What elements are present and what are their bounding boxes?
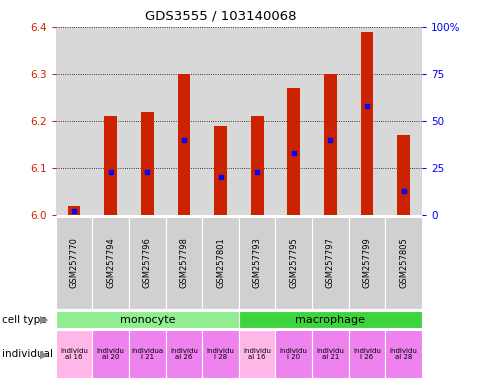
Bar	[239, 330, 275, 378]
Text: individu
al 28: individu al 28	[389, 348, 417, 361]
Text: GDS3555 / 103140068: GDS3555 / 103140068	[145, 10, 296, 23]
Text: individu
l 26: individu l 26	[352, 348, 380, 361]
Text: ▶: ▶	[40, 314, 49, 325]
Text: individu
al 16: individu al 16	[243, 348, 271, 361]
Text: monocyte: monocyte	[120, 314, 175, 325]
Text: GSM257798: GSM257798	[179, 238, 188, 288]
Bar	[177, 74, 190, 215]
Text: individu
l 20: individu l 20	[279, 348, 307, 361]
Text: individu
al 26: individu al 26	[170, 348, 197, 361]
Bar	[129, 217, 166, 309]
Bar	[92, 217, 129, 309]
Bar	[312, 330, 348, 378]
Bar	[56, 217, 92, 309]
Bar	[275, 217, 312, 309]
Bar	[214, 126, 227, 215]
Bar	[239, 217, 275, 309]
Bar	[141, 112, 153, 215]
Text: cell type: cell type	[2, 314, 47, 325]
Bar	[68, 206, 80, 215]
Bar	[275, 330, 312, 378]
Text: GSM257796: GSM257796	[142, 238, 151, 288]
Bar	[129, 330, 166, 378]
Bar	[287, 88, 300, 215]
Bar	[312, 217, 348, 309]
Bar	[166, 217, 202, 309]
Text: individu
l 28: individu l 28	[206, 348, 234, 361]
Text: GSM257797: GSM257797	[325, 238, 334, 288]
Text: GSM257795: GSM257795	[288, 238, 298, 288]
Text: individu
al 20: individu al 20	[97, 348, 124, 361]
Bar	[56, 330, 92, 378]
Text: individua
l 21: individua l 21	[131, 348, 163, 361]
Bar	[202, 217, 239, 309]
Text: GSM257793: GSM257793	[252, 238, 261, 288]
Bar	[92, 330, 129, 378]
Text: GSM257801: GSM257801	[215, 238, 225, 288]
Bar	[56, 311, 239, 328]
Bar	[384, 217, 421, 309]
Bar	[166, 330, 202, 378]
Bar	[396, 135, 409, 215]
Text: individual: individual	[2, 349, 53, 359]
Bar	[360, 31, 373, 215]
Bar	[348, 330, 384, 378]
Bar	[250, 116, 263, 215]
Text: GSM257770: GSM257770	[69, 238, 78, 288]
Bar	[104, 116, 117, 215]
Bar	[239, 311, 421, 328]
Text: individu
al 16: individu al 16	[60, 348, 88, 361]
Text: individu
al 21: individu al 21	[316, 348, 344, 361]
Text: GSM257794: GSM257794	[106, 238, 115, 288]
Bar	[384, 330, 421, 378]
Bar	[323, 74, 336, 215]
Text: GSM257805: GSM257805	[398, 238, 408, 288]
Bar	[348, 217, 385, 309]
Text: GSM257799: GSM257799	[362, 238, 371, 288]
Text: macrophage: macrophage	[295, 314, 364, 325]
Text: ▶: ▶	[40, 349, 49, 359]
Bar	[202, 330, 239, 378]
